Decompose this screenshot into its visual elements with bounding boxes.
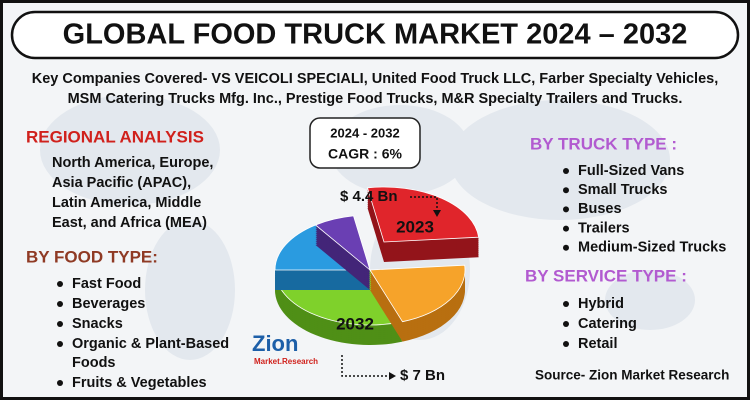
truck-list: Full-Sized Vans Small Trucks Buses Trailers… — [563, 163, 726, 256]
bullet — [563, 168, 569, 174]
list-item: Beverages — [72, 296, 145, 312]
list-item: Hybrid — [578, 296, 624, 312]
pie-slice — [366, 186, 480, 243]
list-item: Medium-Sized Trucks — [578, 240, 726, 256]
title-box — [10, 10, 740, 60]
list-item: Trailers — [578, 220, 630, 236]
list-item: Retail — [578, 336, 618, 352]
pie-slice — [369, 264, 466, 323]
bullet — [563, 244, 569, 251]
section-heading: BY SERVICE TYPE : — [525, 266, 687, 285]
bullet — [57, 281, 63, 287]
list-item: Organic & Plant-Based — [72, 336, 229, 352]
list-item: Full-Sized Vans — [578, 163, 684, 179]
section-heading: BY TRUCK TYPE : — [530, 134, 677, 153]
title: GLOBAL FOOD TRUCK MARKET 2024 – 2032 — [63, 19, 688, 51]
section-heading: BY FOOD TYPE: — [26, 247, 158, 266]
food-list: Fast Food Beverages Snacks Organic & Plant-… — [57, 276, 229, 391]
cagr-box — [309, 117, 421, 169]
end-year: 2032 — [336, 314, 374, 333]
companies-line: MSM Catering Trucks Mfg. Inc., Prestige … — [68, 91, 683, 107]
list-item: Catering — [578, 316, 637, 332]
region-line: Latin America, Middle — [52, 195, 201, 211]
list-item: Fast Food — [72, 276, 141, 292]
arrow — [410, 196, 438, 212]
bullet — [563, 206, 569, 213]
bullet — [563, 341, 569, 347]
section-heading: REGIONAL ANALYSIS — [26, 127, 204, 146]
cagr-period: 2024 - 2032 — [330, 125, 399, 140]
bullet — [563, 187, 569, 194]
bullet — [57, 380, 63, 386]
bullet — [563, 301, 569, 307]
service-list: Hybrid Catering Retail — [563, 296, 637, 352]
logo-sub: Market.Research — [254, 357, 318, 366]
pie-slice — [314, 215, 371, 272]
companies-line: Key Companies Covered- VS VEICOLI SPECIA… — [32, 71, 719, 87]
start-year: 2023 — [396, 217, 434, 236]
bullet — [57, 321, 63, 327]
cagr-label: CAGR : 6% — [328, 146, 402, 162]
list-item: Buses — [578, 201, 622, 217]
list-item: Small Trucks — [578, 182, 667, 198]
list-item: Fruits & Vegetables — [72, 375, 207, 391]
arrow-head — [389, 372, 396, 380]
logo-name: Zion — [252, 331, 298, 356]
list-item: Foods — [72, 355, 116, 371]
arrow-head — [433, 210, 441, 217]
region-line: East, and Africa (MEA) — [52, 215, 207, 231]
start-value: $ 4.4 Bn — [340, 188, 398, 205]
end-value: $ 7 Bn — [400, 367, 445, 384]
list-item: Snacks — [72, 316, 123, 332]
bullet — [563, 321, 569, 327]
bullet — [57, 301, 63, 307]
pie-3d — [274, 186, 480, 346]
bullet — [57, 341, 63, 347]
source: Source- Zion Market Research — [535, 368, 729, 383]
bullet — [563, 225, 569, 232]
region-line: Asia Pacific (APAC), — [52, 175, 191, 191]
arrow — [341, 355, 390, 377]
region-line: North America, Europe, — [52, 155, 213, 171]
